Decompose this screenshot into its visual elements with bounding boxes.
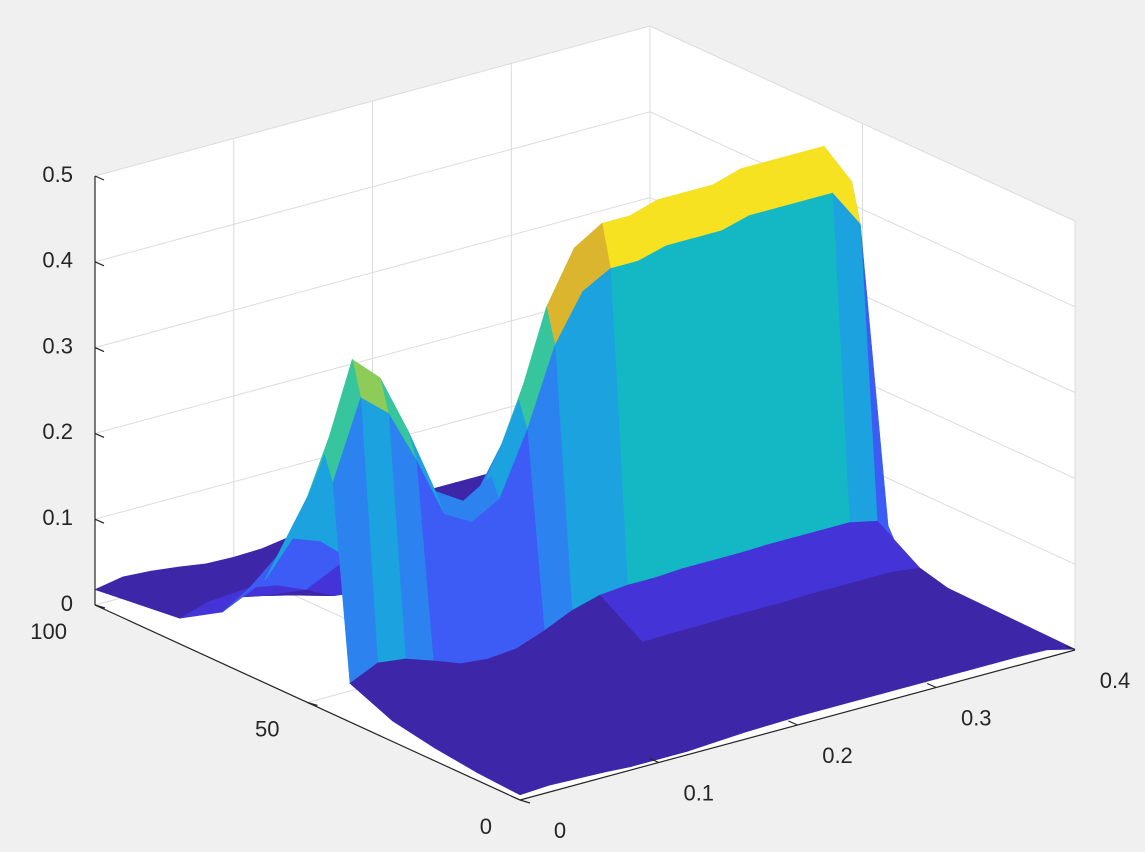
grid-line xyxy=(649,25,1076,222)
tick-mark xyxy=(94,261,105,267)
tick-mark xyxy=(927,682,937,689)
tick-mark xyxy=(94,432,105,438)
tick-mark xyxy=(94,175,105,181)
x-tick-label: 0.4 xyxy=(1100,668,1131,693)
surface-cell xyxy=(476,762,549,796)
y-tick-label: 50 xyxy=(255,716,279,741)
z-tick-label: 0.5 xyxy=(42,162,73,187)
tick-mark xyxy=(519,799,531,804)
y-tick-label: 100 xyxy=(30,619,67,644)
tick-mark xyxy=(307,701,318,707)
tick-mark xyxy=(94,604,105,610)
x-tick-label: 0.1 xyxy=(683,780,714,805)
tick-mark xyxy=(510,795,521,801)
grid-line xyxy=(94,111,651,263)
x-tick-label: 0.2 xyxy=(822,743,853,768)
z-tick-label: 0.1 xyxy=(42,505,73,530)
z-tick-label: 0.3 xyxy=(42,333,73,358)
tick-mark xyxy=(1065,645,1076,651)
tick-mark xyxy=(94,347,105,353)
grid-line xyxy=(649,111,1076,308)
grid-line xyxy=(94,25,651,177)
grid-line xyxy=(94,197,651,349)
tick-mark xyxy=(649,757,659,764)
x-tick-label: 0 xyxy=(554,818,566,843)
tick-mark xyxy=(788,720,798,726)
tick-mark xyxy=(94,518,105,524)
z-tick-label: 0 xyxy=(61,591,73,616)
z-tick-label: 0.2 xyxy=(42,419,73,444)
z-tick-label: 0.4 xyxy=(42,248,73,273)
y-tick-label: 0 xyxy=(480,814,492,839)
x-tick-label: 0.3 xyxy=(961,705,992,730)
